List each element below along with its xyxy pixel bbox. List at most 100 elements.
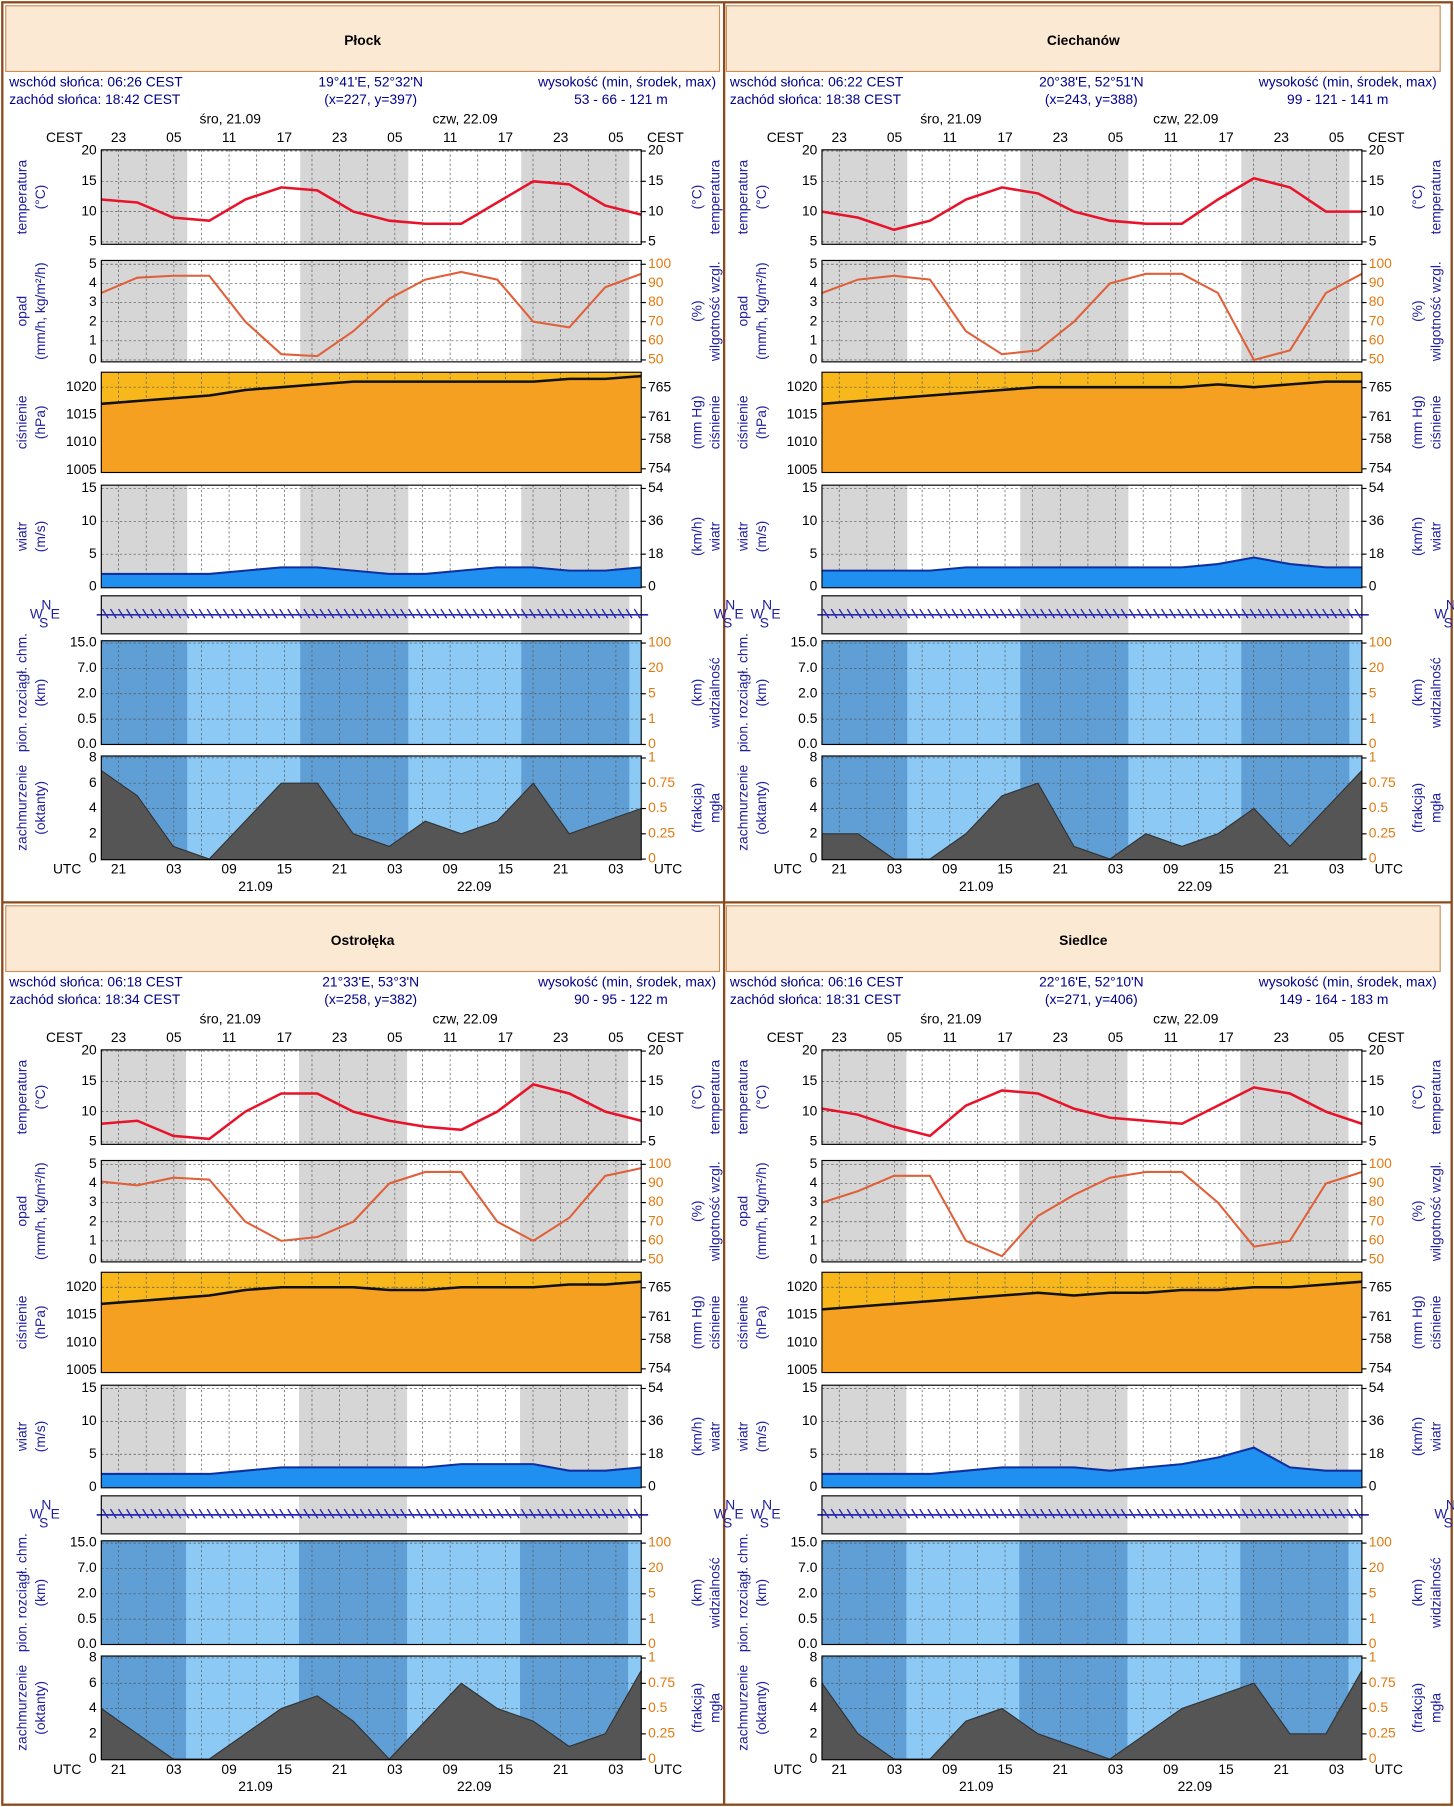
- direction-arrow: [1201, 1508, 1209, 1519]
- night-band: [299, 1160, 408, 1262]
- direction-arrow: [822, 608, 830, 619]
- y2-tick-label: 754: [648, 1360, 671, 1376]
- utc-tick: 03: [387, 1761, 403, 1777]
- axis-title: temperatura: [707, 159, 723, 234]
- utc-tick: 03: [1329, 1761, 1345, 1777]
- utc-tick: 21: [1053, 1761, 1068, 1777]
- cest-tick: 05: [387, 1029, 403, 1045]
- direction-arrow: [553, 1508, 561, 1519]
- axis-unit: (hPa): [32, 405, 48, 439]
- y2-tick-label: 758: [648, 430, 671, 446]
- cest-tick: 11: [222, 1029, 236, 1045]
- cest-label: CEST: [46, 1029, 83, 1045]
- y2-tick-label: 70: [1369, 1212, 1385, 1228]
- axis-title: zachmurzenie: [734, 765, 750, 851]
- cest-tick: 11: [443, 129, 457, 145]
- coords: 19°41'E, 52°32'N: [318, 74, 423, 90]
- direction-arrow: [1249, 1508, 1257, 1519]
- sunrise: wschód słońca: 06:22 CEST: [729, 74, 904, 90]
- utc-tick: 09: [221, 1761, 237, 1777]
- direction-arrow: [190, 1508, 198, 1519]
- y-tick-label: 10: [802, 512, 818, 528]
- compass-letter: W: [714, 1506, 727, 1522]
- axis-title: opad: [14, 296, 30, 327]
- day-label: czw, 22.09: [432, 111, 498, 127]
- day-label: czw, 22.09: [1153, 1011, 1219, 1027]
- axis-title: temperatura: [707, 1060, 723, 1135]
- night-band: [1241, 260, 1350, 362]
- direction-arrow: [870, 608, 878, 619]
- y2-tick-label: 758: [1369, 430, 1392, 446]
- direction-arrow: [895, 608, 902, 619]
- compass-letter: N: [41, 1496, 51, 1512]
- direction-arrow: [448, 1508, 456, 1519]
- axis-unit: (oktanty): [32, 781, 48, 835]
- y-tick-label: 0.0: [78, 1635, 98, 1651]
- direction-arrow: [625, 1508, 633, 1519]
- direction-arrow: [311, 1508, 319, 1519]
- y-tick-label: 1: [89, 331, 97, 347]
- direction-arrow: [142, 1508, 150, 1519]
- direction-arrow: [1112, 1508, 1120, 1519]
- y-tick-label: 15: [81, 479, 97, 495]
- compass-letter: E: [771, 1506, 780, 1522]
- direction-arrow: [101, 1508, 109, 1519]
- y-tick-label: 2: [89, 312, 97, 328]
- direction-arrow: [1322, 1508, 1330, 1519]
- date-label: 22.09: [457, 1778, 492, 1794]
- day-label: śro, 21.09: [920, 111, 982, 127]
- y2-tick-label: 758: [1369, 1330, 1392, 1346]
- cest-tick: 17: [1218, 1029, 1233, 1045]
- y2-tick-label: 1: [1369, 1610, 1377, 1626]
- axis-title: ciśnienie: [14, 1295, 30, 1349]
- area-fill: [101, 770, 642, 860]
- direction-arrow: [134, 608, 142, 619]
- direction-arrow: [919, 1508, 927, 1519]
- y2-tick-label: 10: [1369, 202, 1385, 218]
- y-tick-label: 1020: [787, 1278, 818, 1294]
- cest-tick: 17: [498, 1029, 513, 1045]
- y2-tick-label: 0: [1369, 1478, 1377, 1494]
- y-tick-label: 10: [802, 1102, 818, 1118]
- direction-arrow: [222, 608, 230, 619]
- direction-arrow: [190, 608, 198, 619]
- y-tick-label: 0: [89, 1251, 97, 1267]
- axis-title: mgła: [1427, 793, 1443, 823]
- panel-border: [821, 640, 1363, 746]
- date-label: 21.09: [959, 878, 994, 894]
- panel-border: [100, 595, 642, 635]
- header-band: [725, 905, 1441, 973]
- panel-border: [100, 1384, 642, 1489]
- y2-tick-label: 20: [648, 1559, 664, 1575]
- area-fill: [101, 1464, 642, 1488]
- direction-arrow: [488, 1508, 496, 1519]
- direction-arrow: [943, 1508, 951, 1519]
- day-label: śro, 21.09: [920, 1011, 982, 1027]
- y2-tick-label: 0.75: [1369, 1674, 1396, 1690]
- cest-tick: 23: [553, 129, 569, 145]
- cest-tick: 05: [166, 129, 182, 145]
- direction-arrow: [1007, 1508, 1015, 1519]
- y-tick-label: 15: [802, 479, 818, 495]
- axis-unit: (°C): [688, 185, 704, 210]
- direction-arrow: [561, 1508, 569, 1519]
- direction-arrow: [1161, 608, 1168, 619]
- utc-tick: 09: [1163, 861, 1179, 877]
- elevation-label: wysokość (min, środek, max): [537, 74, 716, 90]
- area-fill: [821, 557, 1362, 588]
- coords: 20°38'E, 52°51'N: [1039, 74, 1144, 90]
- y2-tick-label: 761: [648, 1308, 671, 1324]
- direction-arrow: [263, 608, 270, 619]
- area-fill: [101, 376, 642, 473]
- cest-label: CEST: [647, 129, 684, 145]
- axis-unit: (%): [688, 1200, 704, 1221]
- direction-arrow: [416, 1508, 424, 1519]
- y-tick-label: 0: [89, 850, 97, 866]
- axis-title: wiatr: [707, 521, 723, 552]
- axis-title: ciśnienie: [1427, 1295, 1443, 1349]
- night-band: [521, 640, 630, 745]
- utc-tick: 09: [221, 861, 237, 877]
- direction-arrow: [198, 1508, 206, 1519]
- y2-tick-label: 0: [648, 578, 656, 594]
- y2-tick-label: 90: [1369, 1174, 1385, 1190]
